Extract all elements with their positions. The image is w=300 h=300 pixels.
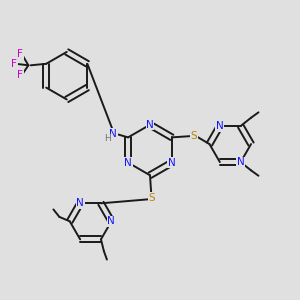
Text: H: H (104, 134, 111, 143)
Text: N: N (124, 158, 132, 168)
Text: N: N (216, 121, 224, 131)
Text: N: N (110, 129, 117, 139)
Text: S: S (148, 193, 155, 202)
Text: F: F (17, 49, 23, 59)
Text: N: N (237, 157, 244, 167)
Text: N: N (107, 216, 115, 226)
Text: N: N (76, 198, 84, 208)
Text: N: N (146, 120, 154, 130)
Text: F: F (17, 70, 23, 80)
Text: S: S (191, 131, 197, 141)
Text: F: F (11, 59, 17, 69)
Text: N: N (168, 158, 176, 168)
